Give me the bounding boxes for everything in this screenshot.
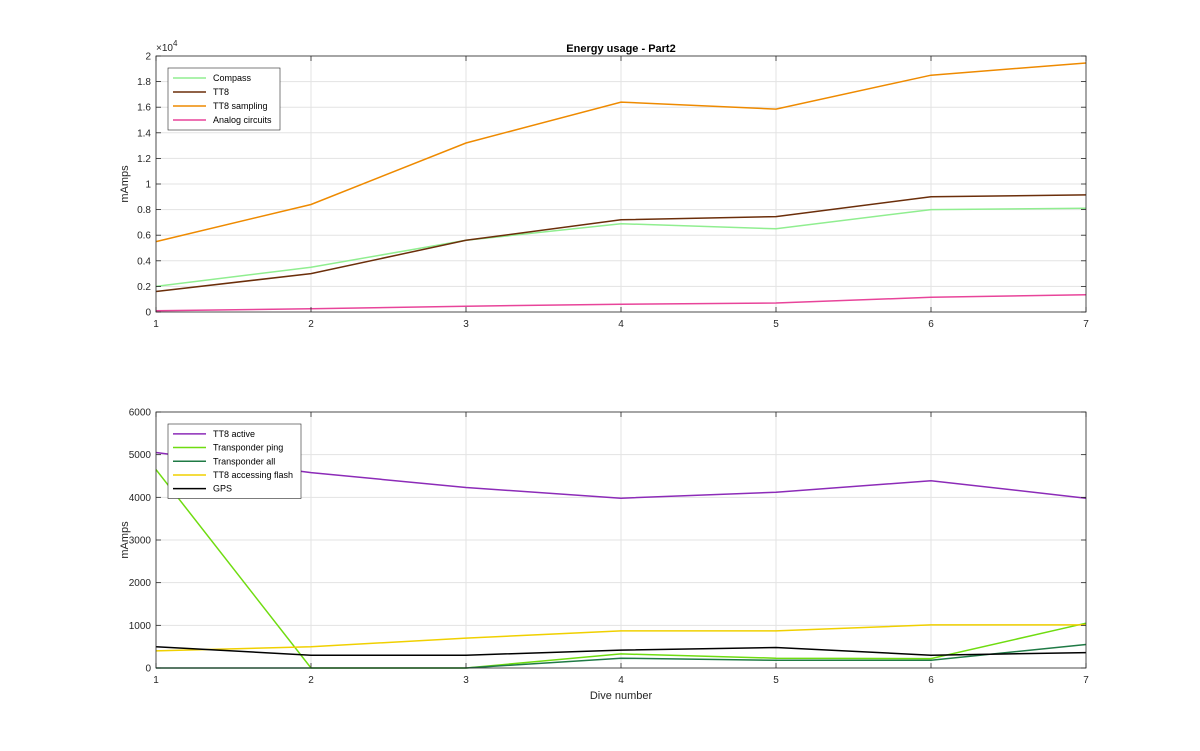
x-tick-label: 6 [928,319,934,330]
chart-1: 1 2 3 4 5 6 7 0 0.2 0.4 0.6 0.8 1 1.2 1.4 1.6 1.8 2 ×104 En… [119,39,1089,330]
y-tick-label: 4000 [129,493,152,504]
x-tick-label: 7 [1083,675,1089,686]
series-line-tt8-sampling [155,62,1087,243]
x-tick-label: 7 [1083,319,1089,330]
x-tick-label: 4 [618,319,624,330]
y-tick-label: 3000 [129,536,152,547]
y-tick-label: 1.6 [137,103,151,114]
y-tick-label: 6000 [129,408,152,419]
legend: TT8 active Transponder ping Transponder al… [167,423,302,499]
y-tick-label: 0.6 [137,231,151,242]
y-tick-label: 1000 [129,621,152,632]
x-tick-label: 4 [618,675,624,686]
y-axis-label: mAmps [119,521,131,559]
series-line-tt8-accessing-flash [155,624,1086,652]
series-line-tt8-active [155,451,1087,499]
y-tick-label: 2000 [129,578,152,589]
x-tick-label: 2 [308,319,314,330]
legend-entry: TT8 active [213,429,255,439]
y-tick-label: 0.8 [137,205,151,216]
y-tick-label: 1.2 [137,154,151,165]
y-tick-label: 1.8 [137,77,151,88]
legend-entry: Analog circuits [213,115,272,125]
x-tick-label: 3 [463,319,469,330]
chart-2: 1 2 3 4 5 6 7 0 1000 2000 3000 4000 5000 6000 mAmps Div… [119,408,1089,703]
y-tick-label: 0 [145,308,151,319]
x-tick-label: 1 [153,319,159,330]
x-tick-label: 5 [773,675,779,686]
x-tick-label: 1 [153,675,159,686]
x-tick-label: 6 [928,675,934,686]
x-tick-label: 5 [773,319,779,330]
legend-entry: TT8 sampling [213,101,268,111]
y-tick-label: 0 [145,664,151,675]
legend-entry: TT8 [213,87,229,97]
series-line-compass [155,207,1087,288]
legend-entry: Transponder all [213,456,275,466]
y-exponent-label: ×104 [156,39,178,54]
legend-entry: Compass [213,73,252,83]
y-tick-label: 0.2 [137,282,151,293]
y-tick-label: 0.4 [137,256,151,267]
legend: Compass TT8 TT8 sampling Analog circuits [167,67,281,131]
y-tick-label: 5000 [129,450,152,461]
legend-entry: GPS [213,484,232,494]
y-tick-label: 1.4 [137,128,151,139]
y-axis-label: mAmps [119,165,131,203]
series-line-gps [155,645,1087,656]
x-tick-label: 2 [308,675,314,686]
legend-entry: TT8 accessing flash [213,470,293,480]
x-axis-label: Dive number [590,690,653,702]
legend-entry: Transponder ping [213,443,283,453]
chart-title: Energy usage - Part2 [566,43,675,55]
y-tick-label: 1 [145,180,151,191]
series-line-tt8 [155,194,1087,293]
x-tick-label: 3 [463,675,469,686]
y-tick-label: 2 [145,52,151,63]
